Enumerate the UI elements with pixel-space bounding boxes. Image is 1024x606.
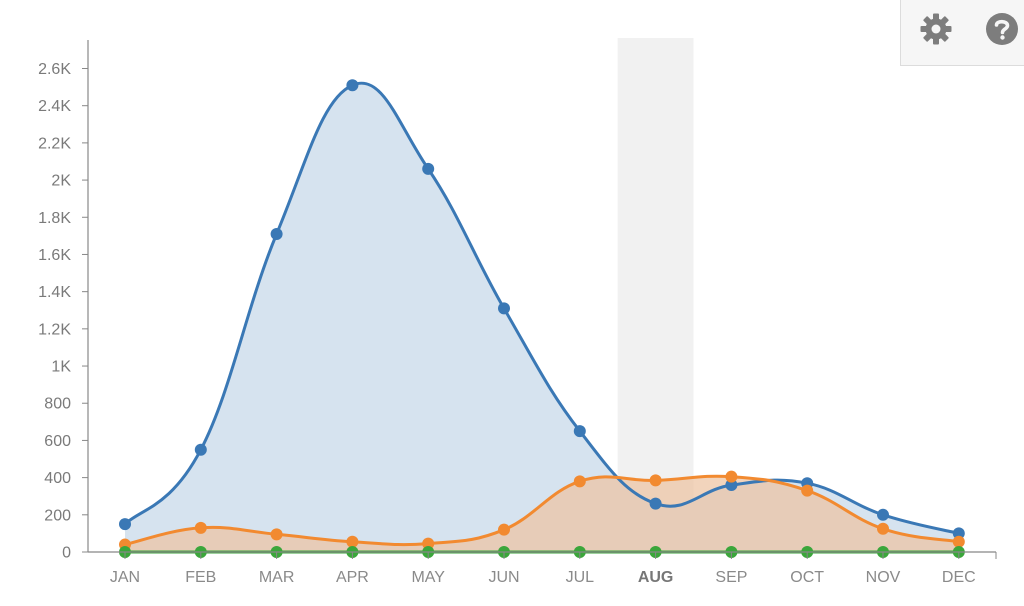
series-0-point-may	[422, 162, 435, 175]
x-tick-label-aug: AUG	[638, 569, 674, 586]
series-1-point-jun	[498, 523, 510, 536]
series-1-point-oct	[801, 484, 814, 497]
series-0-point-dec	[952, 527, 965, 540]
series-1-point-jul	[573, 475, 586, 488]
chart-toolbar	[900, 0, 1024, 66]
series-1-point-feb	[194, 521, 207, 534]
y-tick-label: 800	[44, 396, 71, 413]
series-0-point-aug	[649, 497, 662, 510]
y-tick-label: 200	[44, 507, 71, 524]
x-tick-label-jun: JUN	[488, 569, 519, 586]
settings-button[interactable]	[917, 10, 955, 48]
y-tick-label: 1.6K	[38, 247, 71, 264]
y-tick-label: 2K	[51, 173, 71, 190]
y-tick-label: 1.2K	[38, 321, 71, 338]
y-tick-label: 1.4K	[38, 284, 71, 301]
x-tick-label-jan: JAN	[110, 569, 140, 586]
series-points	[119, 79, 965, 558]
series-0-point-jan	[119, 518, 131, 531]
series-1-area	[125, 476, 959, 552]
x-tick-label-jul: JUL	[566, 569, 595, 586]
series-1-point-aug	[649, 474, 662, 487]
x-tick-label-may: MAY	[411, 569, 445, 586]
series-1-point-nov	[877, 522, 889, 535]
series-0-area	[125, 83, 959, 552]
series-1-point-dec	[952, 535, 965, 548]
x-tick-label-apr: APR	[336, 569, 369, 586]
help-button[interactable]	[983, 10, 1021, 48]
y-tick-label: 2.6K	[38, 61, 71, 78]
x-axis-ticks: JAN FEB MAR APR MAY JUN JUL AUG SEP OCT NOV DEC	[110, 552, 997, 586]
y-tick-label: 1K	[51, 359, 71, 376]
series-1-point-sep	[725, 470, 738, 483]
y-tick-label: 0	[62, 545, 71, 562]
series-1-point-apr	[346, 535, 359, 548]
x-tick-label-dec: DEC	[942, 569, 976, 586]
y-tick-label: 400	[44, 470, 71, 487]
series-areas	[125, 83, 959, 552]
x-tick-label-sep: SEP	[715, 569, 747, 586]
series-1-point-may	[422, 537, 435, 550]
x-tick-label-oct: OCT	[790, 569, 824, 586]
y-tick-label: 600	[44, 433, 71, 450]
y-axis-ticks: 0 200 400 600 800 1K 1.2K 1.4K 1.6K 1.8K 2K 2.2K 2.4…	[38, 61, 88, 562]
gear-icon	[920, 13, 952, 45]
x-tick-label-mar: MAR	[259, 569, 295, 586]
axes	[87, 40, 996, 553]
x-tick-label-nov: NOV	[866, 569, 901, 586]
series-0-point-mar	[270, 228, 283, 241]
y-tick-label: 2.4K	[38, 98, 71, 115]
help-icon	[986, 13, 1018, 45]
series-0-point-feb	[194, 443, 207, 456]
series-0-point-jul	[573, 425, 586, 438]
y-tick-label: 2.2K	[38, 135, 71, 152]
series-0-point-apr	[346, 79, 359, 92]
y-tick-label: 1.8K	[38, 210, 71, 227]
series-0-point-nov	[877, 508, 889, 521]
series-0-point-sep	[725, 479, 738, 492]
series-0-point-jun	[498, 302, 510, 315]
highlight-band-aug	[617, 38, 694, 552]
x-tick-label-feb: FEB	[185, 569, 216, 586]
series-1-point-mar	[270, 528, 283, 541]
